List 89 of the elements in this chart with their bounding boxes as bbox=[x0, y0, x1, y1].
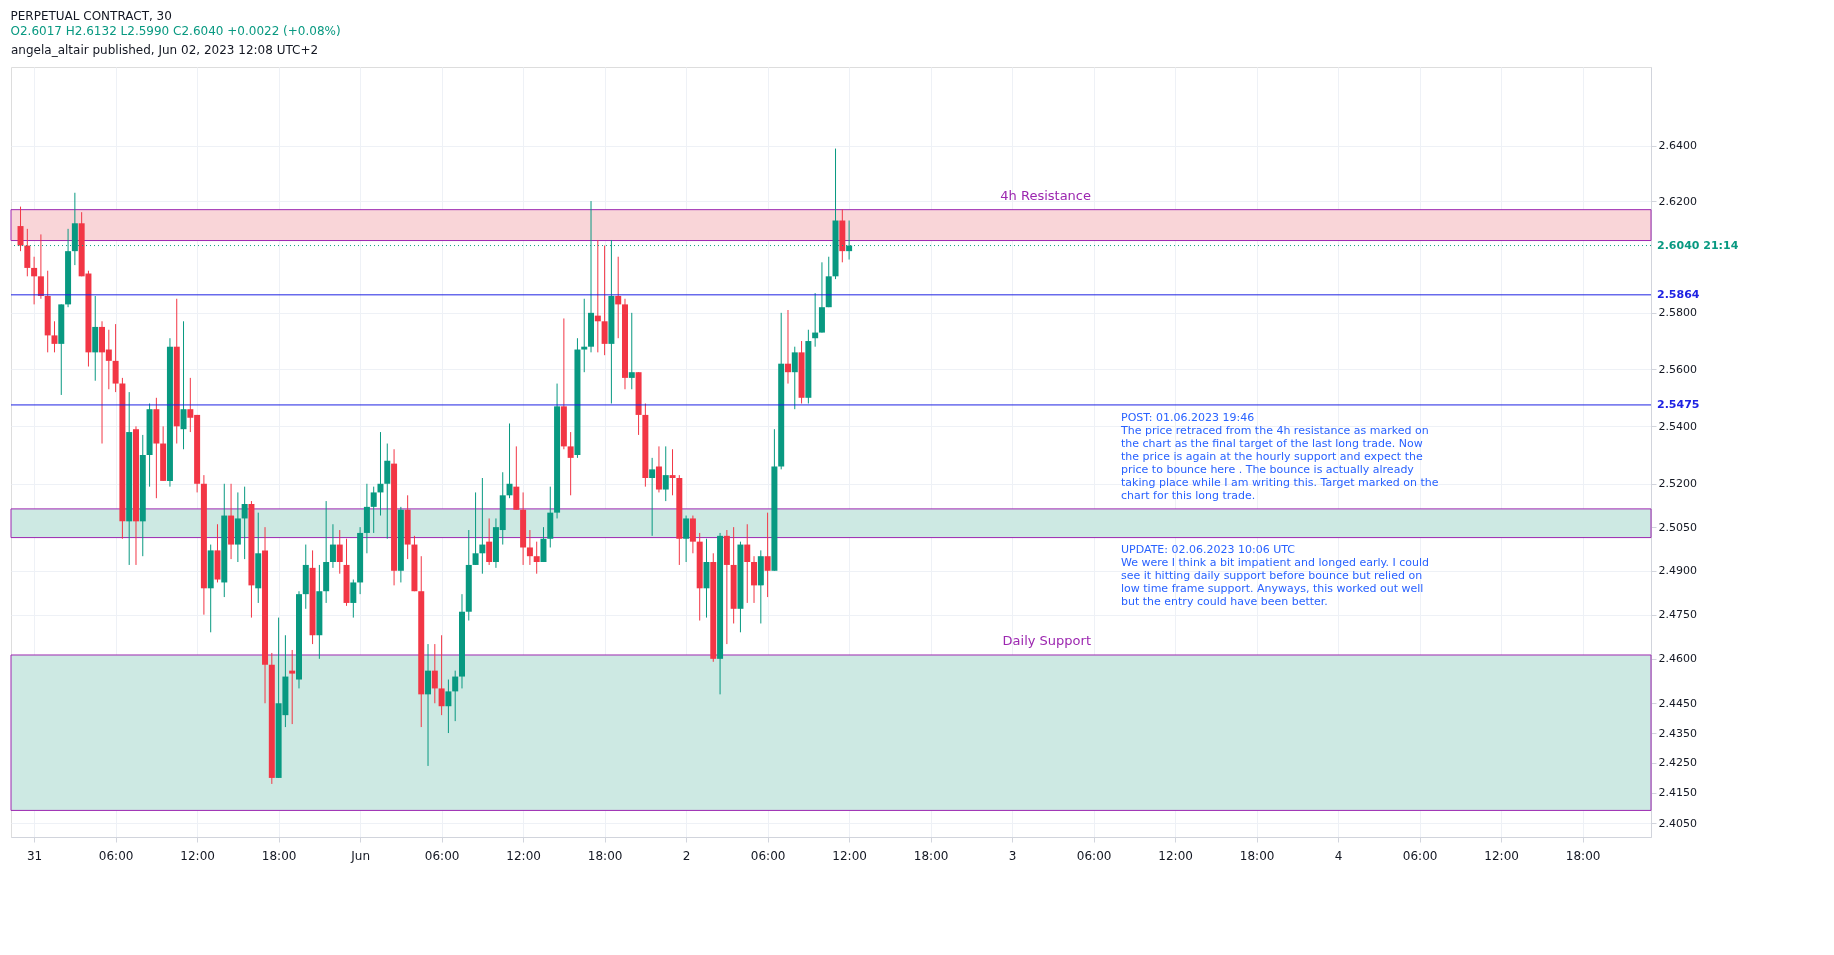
candlestick bbox=[791, 346, 798, 410]
chart-subtitle: O2.6017 H2.6132 L2.5990 C2.6040 +0.0022 (+0.08%) bbox=[10, 24, 341, 38]
x-tick-label: 3 bbox=[1008, 848, 1017, 863]
y-tick-label: 2.4050 bbox=[1658, 816, 1697, 830]
x-tick-label: 18:00 bbox=[261, 848, 297, 863]
candlestick bbox=[486, 517, 493, 566]
ref-line-label: 2.5475 bbox=[1657, 397, 1700, 411]
candlestick bbox=[764, 512, 771, 598]
x-tick-label: 18:00 bbox=[1239, 848, 1275, 863]
candlestick bbox=[628, 312, 635, 390]
candlestick bbox=[31, 256, 38, 305]
y-tick-label: 2.4250 bbox=[1658, 756, 1697, 770]
x-tick-label: 06:00 bbox=[98, 848, 134, 863]
candlestick bbox=[472, 491, 479, 566]
candlestick bbox=[506, 422, 513, 499]
candlestick bbox=[744, 523, 751, 604]
x-tick-label: 31 bbox=[26, 848, 43, 863]
y-tick-label: 2.5200 bbox=[1658, 477, 1697, 491]
candlestick bbox=[452, 670, 459, 722]
candlestick bbox=[289, 649, 296, 725]
candlestick bbox=[540, 526, 547, 563]
y-tick-label: 2.5800 bbox=[1658, 306, 1697, 320]
x-tick-label: 12:00 bbox=[506, 848, 541, 863]
candlestick bbox=[683, 515, 690, 563]
candlestick bbox=[329, 523, 336, 569]
candlestick bbox=[513, 445, 520, 511]
candlestick bbox=[615, 256, 622, 339]
candlestick bbox=[51, 320, 58, 353]
candlestick bbox=[649, 457, 656, 537]
chart-title: PERPETUAL CONTRACT, 30 bbox=[10, 9, 172, 23]
x-tick-label: 18:00 bbox=[587, 848, 623, 863]
ref-line-label: 2.6040 21:14 bbox=[1657, 238, 1739, 252]
candlestick bbox=[180, 320, 187, 450]
candlestick bbox=[581, 298, 588, 373]
x-tick-label: 12:00 bbox=[1158, 848, 1193, 863]
candlestick bbox=[17, 206, 24, 252]
candlestick bbox=[241, 486, 248, 560]
candlestick bbox=[37, 233, 44, 300]
candlestick bbox=[662, 445, 669, 502]
x-tick-label: 18:00 bbox=[913, 848, 949, 863]
candlestick bbox=[655, 445, 662, 493]
candlestick bbox=[431, 643, 438, 704]
y-tick-label: 2.4450 bbox=[1658, 696, 1697, 710]
candlestick bbox=[384, 443, 391, 540]
y-tick-label: 2.4150 bbox=[1658, 786, 1697, 800]
candlestick bbox=[438, 634, 445, 716]
x-tick-label: 06:00 bbox=[424, 848, 460, 863]
candlestick bbox=[751, 555, 758, 604]
y-tick-label: 2.5400 bbox=[1658, 419, 1697, 433]
band-label: Daily Support bbox=[1002, 632, 1091, 648]
x-tick-label: 18:00 bbox=[1565, 848, 1601, 863]
candlestick bbox=[689, 515, 696, 554]
x-tick-label: 4 bbox=[1334, 848, 1343, 863]
annotation: POST: 01.06.2023 19:46 The price retraced from the 4h resistance as marked on the chart as the final target of the last long trade. Now the price is again at the hourly support and expect the price to bounce here . The bounce is actually already taking place while I am writing this. Target marked on the chart for this long trade. bbox=[1120, 411, 1439, 502]
x-tick-label: 06:00 bbox=[1076, 848, 1112, 863]
candlestick bbox=[24, 228, 31, 277]
x-tick-label: 2 bbox=[682, 848, 691, 863]
x-tick-label: 06:00 bbox=[1402, 848, 1438, 863]
y-tick-label: 2.6400 bbox=[1658, 139, 1697, 153]
y-tick-label: 2.4750 bbox=[1658, 608, 1697, 622]
x-tick-label: 06:00 bbox=[750, 848, 786, 863]
candlestick bbox=[479, 477, 486, 575]
candlestick bbox=[567, 431, 574, 496]
candlestick bbox=[370, 486, 377, 534]
x-tick-label: 12:00 bbox=[180, 848, 215, 863]
y-tick-label: 2.5600 bbox=[1658, 362, 1697, 376]
candlestick bbox=[350, 579, 357, 619]
candlestick bbox=[533, 541, 540, 575]
x-tick-label: Jun bbox=[350, 848, 370, 863]
y-tick-label: 2.4900 bbox=[1658, 564, 1697, 578]
candlestick bbox=[784, 309, 791, 385]
candlestick bbox=[336, 529, 343, 575]
y-tick-label: 2.4600 bbox=[1658, 652, 1697, 666]
text: angela_altair published, Jun 02, 2023 12:08 UTC+2 bbox=[11, 43, 319, 57]
x-tick-label: 12:00 bbox=[832, 848, 867, 863]
candlestick bbox=[601, 245, 608, 356]
y-tick-label: 2.5050 bbox=[1658, 520, 1697, 534]
y-tick-label: 2.6200 bbox=[1658, 194, 1697, 208]
candlestick bbox=[445, 679, 452, 734]
ref-line-label: 2.5864 bbox=[1657, 287, 1700, 301]
candlestick bbox=[669, 448, 676, 496]
candlestick bbox=[425, 643, 432, 767]
y-tick-label: 2.4350 bbox=[1658, 726, 1697, 740]
annotation: UPDATE: 02.06.2023 10:06 UTC We were I think a bit impatient and longed early. I could see it hitting daily support before bounce but relied on low time frame support. Anyways, this worked out well but the entry could have been better. bbox=[1121, 543, 1429, 608]
candlestick bbox=[112, 323, 119, 393]
x-tick-label: 12:00 bbox=[1484, 848, 1519, 863]
candlestick bbox=[377, 431, 384, 517]
candlestick bbox=[526, 529, 533, 566]
band-label: 4h Resistance bbox=[1000, 187, 1091, 203]
